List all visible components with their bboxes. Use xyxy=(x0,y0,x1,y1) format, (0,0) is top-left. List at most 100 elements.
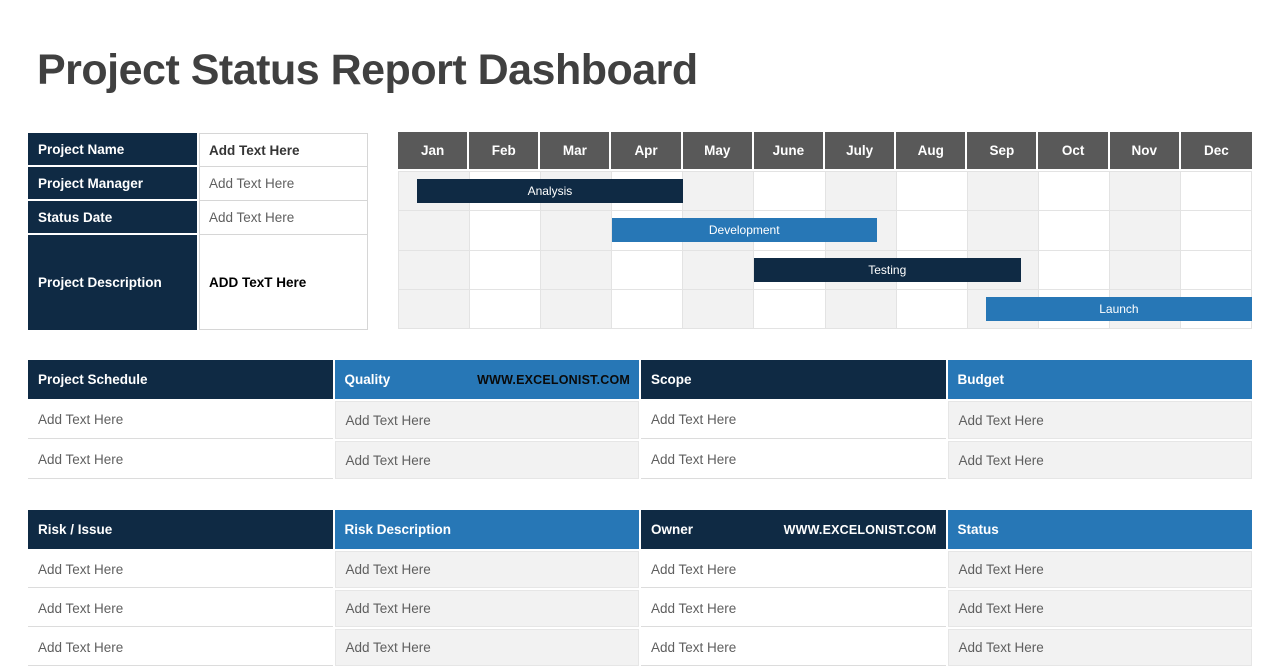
risk-table-cell-placeholder[interactable]: Add Text Here xyxy=(334,629,639,666)
gantt-month-header: Apr xyxy=(611,132,683,169)
gantt-month-header-row: Jan Feb Mar Apr May June July Aug Sep Oct Nov Dec xyxy=(398,132,1252,169)
gantt-cell xyxy=(612,289,684,329)
gantt-cell xyxy=(1038,172,1110,212)
risk-table-cell-placeholder[interactable]: Add Text Here xyxy=(28,551,333,588)
info-row-project-description: Project Description ADD TexT Here xyxy=(28,235,368,330)
status-table-cell-placeholder[interactable]: Add Text Here xyxy=(28,401,333,439)
gantt-month-header: July xyxy=(824,132,897,169)
status-table-rows: Add Text Here Add Text Here Add Text Here A… xyxy=(28,401,1252,479)
gantt-cell xyxy=(683,250,755,290)
gantt-month-header: Sep xyxy=(967,132,1039,169)
risk-table-cell-placeholder[interactable]: Add Text Here xyxy=(641,629,946,666)
gantt-cell xyxy=(399,211,471,251)
gantt-cell xyxy=(1038,250,1110,290)
info-row-status-date: Status Date Add Text Here xyxy=(28,201,368,235)
gantt-cell xyxy=(541,211,613,251)
status-table-cell-placeholder[interactable]: Add Text Here xyxy=(334,401,639,439)
project-description-placeholder[interactable]: ADD TexT Here xyxy=(199,235,368,330)
risk-table-cell-placeholder[interactable]: Add Text Here xyxy=(334,551,639,588)
gantt-cell xyxy=(470,211,542,251)
gantt-bars-layer: Analysis Development Testing Launch xyxy=(398,171,1252,329)
gantt-bar-testing[interactable]: Testing xyxy=(753,257,1021,282)
gantt-cell xyxy=(896,172,968,212)
risk-table-cell-placeholder[interactable]: Add Text Here xyxy=(28,590,333,627)
risk-table-rows: Add Text Here Add Text Here Add Text Here A… xyxy=(28,551,1252,666)
status-table-cell-placeholder[interactable]: Add Text Here xyxy=(947,441,1252,479)
risk-table-cell-placeholder[interactable]: Add Text Here xyxy=(947,629,1252,666)
gantt-cell xyxy=(825,289,897,329)
column-header-risk-description: Risk Description xyxy=(334,510,639,549)
gantt-cell xyxy=(896,289,968,329)
project-manager-label: Project Manager xyxy=(28,167,197,201)
info-row-project-manager: Project Manager Add Text Here xyxy=(28,167,368,201)
risk-table-cell-placeholder[interactable]: Add Text Here xyxy=(947,551,1252,588)
gantt-cell xyxy=(399,289,471,329)
status-table-cell-placeholder[interactable]: Add Text Here xyxy=(641,401,946,439)
risk-table-cell-placeholder[interactable]: Add Text Here xyxy=(641,551,946,588)
risk-table-cell-placeholder[interactable]: Add Text Here xyxy=(334,590,639,627)
gantt-month-header: Dec xyxy=(1180,132,1252,169)
risk-issue-table: Risk / Issue Risk Description Owner WWW.… xyxy=(28,510,1252,666)
project-info-panel: Project Name Add Text Here Project Manag… xyxy=(28,133,368,330)
gantt-month-header: Feb xyxy=(469,132,541,169)
column-header-quality: Quality WWW.EXCELONIST.COM xyxy=(334,360,639,399)
gantt-cell xyxy=(683,289,755,329)
column-header-project-schedule: Project Schedule xyxy=(28,360,333,399)
risk-table-header-row: Risk / Issue Risk Description Owner WWW.… xyxy=(28,510,1252,549)
gantt-cell xyxy=(1038,211,1110,251)
gantt-month-header: Mar xyxy=(540,132,612,169)
status-table-header-row: Project Schedule Quality WWW.EXCELONIST.… xyxy=(28,360,1252,399)
gantt-cell xyxy=(612,250,684,290)
gantt-cell xyxy=(754,289,826,329)
gantt-cell xyxy=(1109,172,1181,212)
gantt-cell xyxy=(1109,250,1181,290)
gantt-cell xyxy=(896,211,968,251)
column-header-status: Status xyxy=(947,510,1252,549)
project-name-placeholder[interactable]: Add Text Here xyxy=(199,133,368,167)
gantt-cell xyxy=(967,172,1039,212)
gantt-cell xyxy=(1180,211,1252,251)
gantt-bar-launch[interactable]: Launch xyxy=(985,297,1252,321)
gantt-cell xyxy=(470,289,542,329)
status-date-placeholder[interactable]: Add Text Here xyxy=(199,201,368,235)
status-table-cell-placeholder[interactable]: Add Text Here xyxy=(28,441,333,479)
gantt-cell xyxy=(399,250,471,290)
gantt-body: Analysis Development Testing Launch xyxy=(398,171,1252,329)
gantt-cell xyxy=(541,250,613,290)
gantt-month-header: May xyxy=(682,132,754,169)
column-header-scope: Scope xyxy=(641,360,946,399)
gantt-bar-analysis[interactable]: Analysis xyxy=(417,178,683,203)
gantt-cell xyxy=(470,250,542,290)
risk-table-cell-placeholder[interactable]: Add Text Here xyxy=(28,629,333,666)
info-row-project-name: Project Name Add Text Here xyxy=(28,133,368,167)
status-date-label: Status Date xyxy=(28,201,197,235)
status-table-cell-placeholder[interactable]: Add Text Here xyxy=(641,441,946,479)
project-name-label: Project Name xyxy=(28,133,197,167)
column-header-risk-issue: Risk / Issue xyxy=(28,510,333,549)
status-table-cell-placeholder[interactable]: Add Text Here xyxy=(947,401,1252,439)
gantt-cell xyxy=(754,172,826,212)
gantt-cell xyxy=(1180,250,1252,290)
gantt-month-header: June xyxy=(753,132,825,169)
column-header-owner: Owner WWW.EXCELONIST.COM xyxy=(641,510,946,549)
status-table-cell-placeholder[interactable]: Add Text Here xyxy=(334,441,639,479)
excelonist-watermark: WWW.EXCELONIST.COM xyxy=(477,372,630,387)
gantt-chart: Jan Feb Mar Apr May June July Aug Sep Oct Nov Dec A… xyxy=(398,132,1252,329)
gantt-cell xyxy=(825,172,897,212)
gantt-cell xyxy=(967,211,1039,251)
column-header-budget: Budget xyxy=(947,360,1252,399)
project-manager-placeholder[interactable]: Add Text Here xyxy=(199,167,368,201)
risk-table-cell-placeholder[interactable]: Add Text Here xyxy=(947,590,1252,627)
project-description-label: Project Description xyxy=(28,235,197,330)
gantt-cell xyxy=(541,289,613,329)
gantt-month-header: Nov xyxy=(1109,132,1181,169)
gantt-month-header: Aug xyxy=(896,132,968,169)
risk-table-cell-placeholder[interactable]: Add Text Here xyxy=(641,590,946,627)
gantt-month-header: Oct xyxy=(1038,132,1110,169)
gantt-cell xyxy=(1109,211,1181,251)
gantt-bar-development[interactable]: Development xyxy=(611,218,877,242)
gantt-cell xyxy=(1180,172,1252,212)
gantt-cell xyxy=(683,172,755,212)
page-title: Project Status Report Dashboard xyxy=(37,46,698,94)
